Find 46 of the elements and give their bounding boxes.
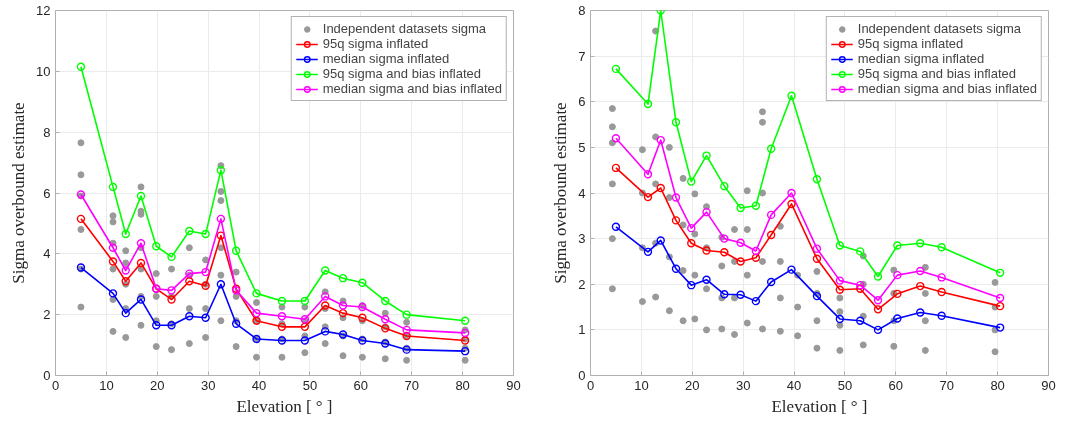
x-tick-label: 40 [786, 377, 802, 393]
y-tick-label: 1 [578, 322, 586, 338]
x-tick-label: 70 [404, 377, 419, 393]
y-tick-label: 8 [578, 3, 586, 18]
x-tick-label: 90 [1041, 377, 1056, 393]
x-tick-label: 50 [837, 377, 853, 393]
x-tick-label: 20 [150, 377, 165, 393]
x-axis-title: Elevation [ ° ] [236, 396, 333, 416]
y-tick-label: 6 [43, 185, 51, 201]
x-tick-label: 50 [302, 377, 318, 393]
y-tick-label: 10 [36, 63, 51, 79]
y-tick-label: 5 [578, 139, 586, 155]
x-tick-label: 80 [455, 377, 470, 393]
x-tick-label: 20 [685, 377, 700, 393]
x-tick-label: 40 [251, 377, 267, 393]
y-tick-label: 8 [43, 124, 51, 140]
legend-label: median sigma inflated [322, 51, 450, 66]
legend-label: 95q sigma and bias inflated [322, 66, 482, 81]
x-tick-label: 70 [939, 377, 954, 393]
y-tick-label: 12 [36, 3, 51, 18]
y-tick-label: 7 [578, 48, 586, 64]
legend-label: 95q sigma inflated [857, 36, 964, 51]
legend-label: 95q sigma inflated [322, 36, 429, 51]
legend-label: Independent datasets sigma [857, 21, 1022, 36]
legend-label: median sigma and bias inflated [857, 81, 1037, 96]
x-tick-label: 10 [99, 377, 114, 393]
y-tick-label: 2 [578, 276, 586, 292]
y-tick-label: 2 [43, 307, 51, 323]
legend-label: median sigma and bias inflated [322, 81, 502, 96]
x-tick-label: 80 [990, 377, 1005, 393]
y-tick-label: 4 [578, 185, 586, 201]
x-tick-label: 30 [200, 377, 216, 393]
y-tick-label: 3 [578, 231, 586, 247]
x-tick-label: 90 [506, 377, 521, 393]
x-tick-label: 60 [353, 377, 369, 393]
y-tick-label: 4 [43, 246, 51, 262]
legend-label: median sigma inflated [857, 51, 985, 66]
x-axis-title: Elevation [ ° ] [771, 396, 868, 416]
legend-label: 95q sigma and bias inflated [857, 66, 1017, 81]
y-axis-title: Sigma overbound estimate [9, 102, 29, 284]
legend-label: Independent datasets sigma [322, 21, 487, 36]
y-tick-label: 6 [578, 94, 586, 110]
y-axis-title: Sigma overbound estimate [551, 102, 571, 284]
x-tick-label: 10 [634, 377, 649, 393]
x-tick-label: 60 [888, 377, 904, 393]
x-tick-label: 30 [735, 377, 751, 393]
